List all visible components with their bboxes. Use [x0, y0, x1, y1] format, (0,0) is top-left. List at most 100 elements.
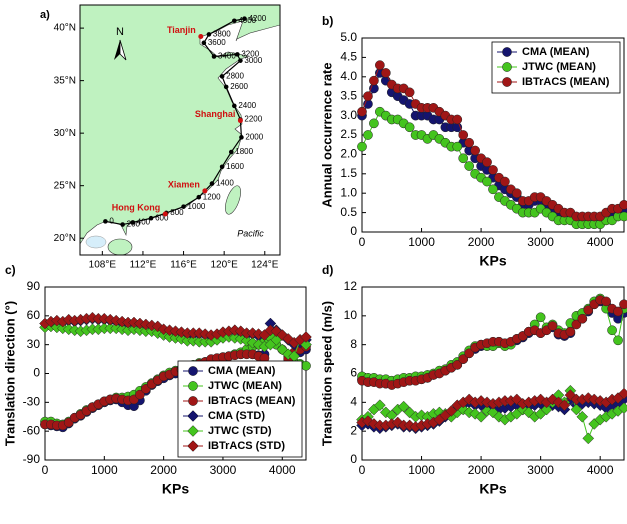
legend-marker	[502, 47, 512, 57]
marker	[482, 157, 492, 168]
kp-point	[219, 74, 225, 79]
y-tick-label: 0	[350, 224, 357, 238]
kp-label: 4000	[238, 16, 256, 25]
x-tick-label: 108°E	[89, 260, 117, 271]
x-tick-label: 2000	[150, 463, 177, 477]
hainan	[107, 238, 133, 255]
legend-marker	[502, 62, 512, 72]
x-tick-label: 4000	[269, 463, 296, 477]
marker	[511, 188, 522, 199]
y-tick-label: 10	[344, 308, 358, 322]
x-tick-label: 4000	[587, 463, 614, 477]
y-tick-label: 90	[27, 279, 41, 293]
legend-label: IBTrACS (MEAN)	[522, 76, 610, 88]
legend-label: CMA (MEAN)	[522, 46, 590, 58]
x-tick-label: 3000	[527, 463, 554, 477]
marker	[357, 106, 367, 117]
kp-label: 0	[109, 216, 114, 225]
x-tick-label: 116°E	[170, 260, 197, 271]
y-tick-label: 5.0	[340, 30, 357, 44]
y-axis-label: Translation direction (°)	[2, 301, 17, 446]
y-axis-label: Translation speed (m/s)	[319, 301, 334, 446]
kp-point	[130, 220, 136, 225]
marker	[488, 184, 498, 195]
place-label: Shanghai	[195, 109, 236, 119]
marker	[582, 432, 595, 445]
y-axis-label: Annual occurrence rate	[319, 62, 334, 207]
legend-marker	[188, 381, 198, 391]
x-tick-label: 0	[359, 235, 366, 249]
kp-point	[235, 52, 240, 57]
kp-point	[219, 164, 225, 170]
kp-label: 1600	[226, 162, 244, 171]
panel-label: c)	[5, 263, 16, 277]
x-tick-label: 3000	[527, 235, 554, 249]
y-tick-label: 40°N	[54, 23, 76, 34]
marker	[300, 331, 312, 343]
map-frame	[79, 4, 281, 256]
panel-label: b)	[322, 14, 333, 28]
place-point	[162, 211, 168, 217]
y-tick-label: 0	[33, 366, 40, 380]
x-tick-label: 0	[359, 463, 366, 477]
y-tick-label: 30°N	[54, 128, 76, 139]
kp-label: 1800	[235, 147, 253, 156]
lake	[85, 235, 107, 249]
kp-label: 400	[137, 218, 151, 227]
kp-label: 3800	[213, 30, 231, 39]
kp-point	[223, 84, 229, 90]
y-tick-label: 60	[27, 308, 41, 322]
legend-label: CMA (MEAN)	[208, 365, 276, 377]
y-tick-label: 8	[350, 337, 357, 351]
kp-point	[232, 103, 237, 109]
kp-label: 600	[155, 213, 169, 222]
x-tick-label: 112°E	[130, 260, 157, 271]
kp-point	[239, 135, 244, 140]
y-tick-label: 0.5	[340, 205, 357, 219]
marker	[570, 403, 583, 416]
marker	[475, 410, 487, 423]
y-tick-label: 2.0	[340, 147, 357, 161]
marker	[374, 399, 386, 412]
kp-label: 1200	[203, 192, 221, 201]
kp-point	[232, 18, 237, 24]
marker	[445, 405, 458, 417]
marker	[618, 402, 627, 414]
kp-label: 2200	[244, 115, 262, 124]
marker	[619, 199, 627, 210]
y-tick-label: 3.0	[340, 108, 357, 122]
compass: N	[114, 26, 127, 61]
legend-marker	[502, 77, 512, 87]
place-label: Xiamen	[168, 179, 200, 189]
kp-point	[238, 58, 243, 63]
legend-marker	[187, 410, 199, 422]
kp-point	[103, 219, 108, 224]
kp-label: 3600	[208, 38, 226, 47]
y-tick-label: 6	[350, 366, 357, 380]
kp-point	[242, 16, 247, 21]
kp-point	[201, 40, 207, 46]
compass-label: N	[116, 26, 124, 38]
kp-label: 1000	[188, 202, 206, 211]
kp-label: 3400	[218, 52, 236, 61]
legend-label: IBTrACS (MEAN)	[208, 395, 296, 407]
taiwan	[225, 185, 241, 215]
kp-label: 3200	[241, 49, 259, 58]
x-axis-label: KPs	[162, 481, 189, 497]
x-tick-label: 124°E	[251, 260, 279, 271]
marker	[540, 403, 553, 416]
marker	[464, 161, 475, 171]
place-point	[237, 118, 243, 124]
kp-point	[181, 204, 186, 209]
y-tick-label: -30	[23, 395, 41, 409]
y-tick-label: 4	[350, 395, 357, 409]
x-tick-label: 3000	[210, 463, 237, 477]
legend-label: CMA (STD)	[208, 410, 265, 422]
legend-marker	[187, 425, 199, 437]
marker	[619, 299, 627, 310]
marker	[452, 114, 463, 125]
kp-track	[105, 18, 245, 226]
kp-label: 2400	[238, 101, 256, 110]
